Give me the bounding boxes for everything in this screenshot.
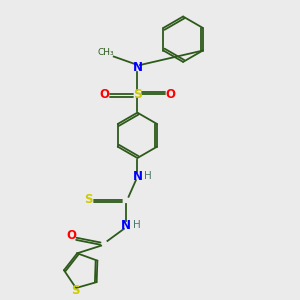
- Text: S: S: [133, 88, 142, 101]
- Text: N: N: [122, 219, 131, 232]
- Text: H: H: [133, 220, 140, 230]
- Text: S: S: [71, 284, 80, 297]
- Text: N: N: [132, 61, 142, 74]
- Text: O: O: [99, 88, 109, 101]
- Text: O: O: [166, 88, 176, 101]
- Text: S: S: [84, 194, 93, 206]
- Text: O: O: [66, 229, 76, 242]
- Text: N: N: [132, 170, 142, 183]
- Text: H: H: [144, 171, 152, 181]
- Text: CH₃: CH₃: [98, 48, 114, 57]
